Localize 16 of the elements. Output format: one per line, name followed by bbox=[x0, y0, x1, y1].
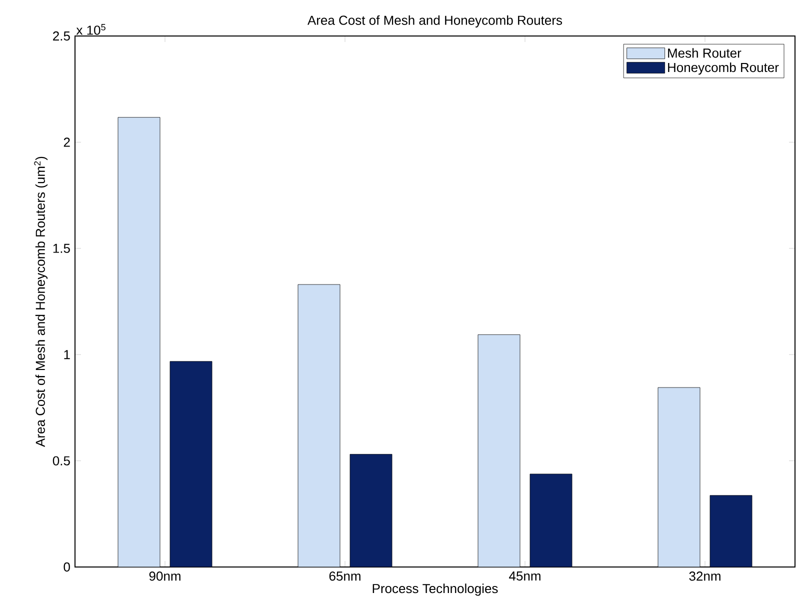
y-tick-label: 0 bbox=[64, 562, 70, 572]
y-tick-label: 1 bbox=[64, 350, 70, 360]
legend-label: Honeycomb Router bbox=[668, 62, 779, 75]
y-tick-label: 0.5 bbox=[52, 456, 70, 466]
x-tick-label: 32nm bbox=[689, 572, 720, 581]
chart-title: Area Cost of Mesh and Honeycomb Routers bbox=[308, 15, 562, 28]
legend-label: Mesh Router bbox=[668, 48, 742, 58]
x-tick-label: 90nm bbox=[149, 572, 180, 581]
y-tick-label: 2.5 bbox=[53, 31, 70, 41]
x-axis-title: Process Technologies bbox=[372, 584, 498, 596]
x-tick-label: 65nm bbox=[329, 572, 360, 581]
y-axis-title: Area Cost of Mesh and Honeycomb Routers (um$^{2}$) bbox=[34, 156, 48, 447]
x-tick-label: 45nm bbox=[509, 572, 540, 581]
y-tick-label: 1.5 bbox=[53, 244, 70, 253]
text: x 10$^{5}$ bbox=[76, 24, 106, 35]
y-tick-label: 2 bbox=[64, 138, 70, 147]
